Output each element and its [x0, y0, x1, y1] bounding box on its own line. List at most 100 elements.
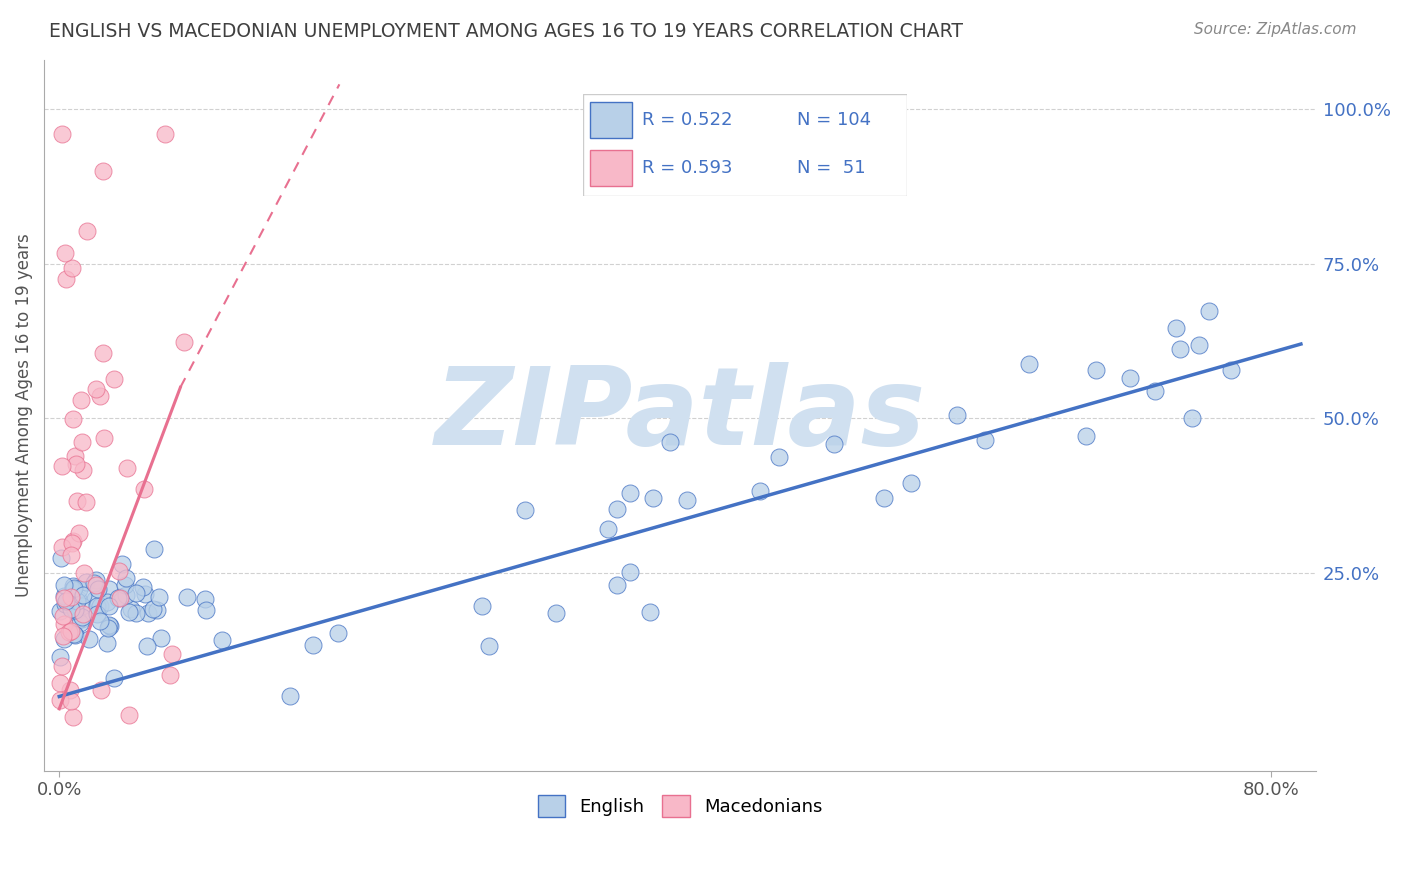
Point	[73, 566, 96, 580]
Point	[67, 591, 90, 606]
Point	[63, 602, 86, 616]
Point	[66, 613, 89, 627]
Point	[91, 346, 114, 360]
Point	[62, 627, 84, 641]
Point	[134, 587, 156, 601]
Point	[53, 597, 76, 611]
Point	[194, 603, 217, 617]
Point	[53, 589, 76, 603]
Point	[1018, 357, 1040, 371]
Point	[58, 625, 80, 640]
Point	[107, 564, 129, 578]
Point	[51, 458, 73, 473]
Point	[606, 578, 628, 592]
Point	[900, 476, 922, 491]
Point	[136, 639, 159, 653]
Point	[72, 588, 94, 602]
Point	[89, 599, 111, 614]
Point	[103, 671, 125, 685]
Point	[973, 433, 995, 447]
Point	[62, 582, 84, 596]
Point	[98, 618, 121, 632]
Point	[142, 542, 165, 557]
Point	[65, 457, 87, 471]
Point	[65, 605, 87, 619]
Point	[108, 590, 131, 604]
Point	[79, 632, 101, 646]
Point	[117, 707, 139, 722]
FancyBboxPatch shape	[583, 94, 907, 196]
Point	[638, 605, 661, 619]
Point	[70, 611, 93, 625]
Point	[63, 628, 86, 642]
Point	[60, 260, 83, 275]
Point	[53, 616, 76, 631]
Point	[70, 434, 93, 449]
Point	[598, 522, 620, 536]
Point	[55, 594, 77, 608]
Point	[75, 574, 97, 589]
Point	[149, 631, 172, 645]
Point	[1166, 321, 1188, 335]
Point	[114, 588, 136, 602]
Point	[544, 606, 567, 620]
Point	[90, 683, 112, 698]
Point	[125, 606, 148, 620]
Point	[1219, 362, 1241, 376]
Point	[173, 334, 195, 349]
Point	[66, 494, 89, 508]
Point	[641, 491, 664, 505]
Point	[86, 599, 108, 613]
Point	[83, 576, 105, 591]
Point	[84, 573, 107, 587]
Point	[160, 647, 183, 661]
Point	[155, 127, 177, 141]
Point	[471, 599, 494, 614]
Point	[194, 592, 217, 607]
Point	[51, 540, 73, 554]
Point	[110, 591, 132, 606]
Point	[1074, 428, 1097, 442]
Point	[63, 603, 86, 617]
Point	[83, 591, 105, 606]
Point	[67, 525, 90, 540]
Point	[55, 597, 77, 611]
Point	[132, 580, 155, 594]
Point	[89, 614, 111, 628]
Point	[53, 245, 76, 260]
Point	[86, 607, 108, 622]
Point	[51, 659, 73, 673]
Text: R = 0.593: R = 0.593	[641, 159, 733, 177]
Point	[52, 591, 75, 606]
Point	[98, 619, 121, 633]
Point	[114, 578, 136, 592]
Point	[115, 571, 138, 585]
Point	[111, 557, 134, 571]
Point	[945, 409, 967, 423]
Point	[513, 503, 536, 517]
Point	[142, 601, 165, 615]
Point	[75, 495, 97, 509]
Point	[70, 610, 93, 624]
FancyBboxPatch shape	[591, 102, 633, 137]
Point	[91, 163, 114, 178]
Text: Source: ZipAtlas.com: Source: ZipAtlas.com	[1194, 22, 1357, 37]
Point	[65, 599, 87, 614]
FancyBboxPatch shape	[591, 150, 633, 186]
Point	[86, 582, 108, 596]
Point	[76, 224, 98, 238]
Point	[823, 436, 845, 450]
Point	[59, 682, 82, 697]
Point	[146, 603, 169, 617]
Point	[176, 590, 198, 604]
Point	[89, 389, 111, 403]
Text: ZIPatlas: ZIPatlas	[434, 362, 925, 468]
Text: R = 0.522: R = 0.522	[641, 111, 733, 128]
Point	[1188, 338, 1211, 352]
Point	[62, 533, 84, 548]
Point	[49, 676, 72, 690]
Point	[125, 586, 148, 600]
Point	[326, 625, 349, 640]
Point	[873, 491, 896, 505]
Point	[84, 577, 107, 591]
